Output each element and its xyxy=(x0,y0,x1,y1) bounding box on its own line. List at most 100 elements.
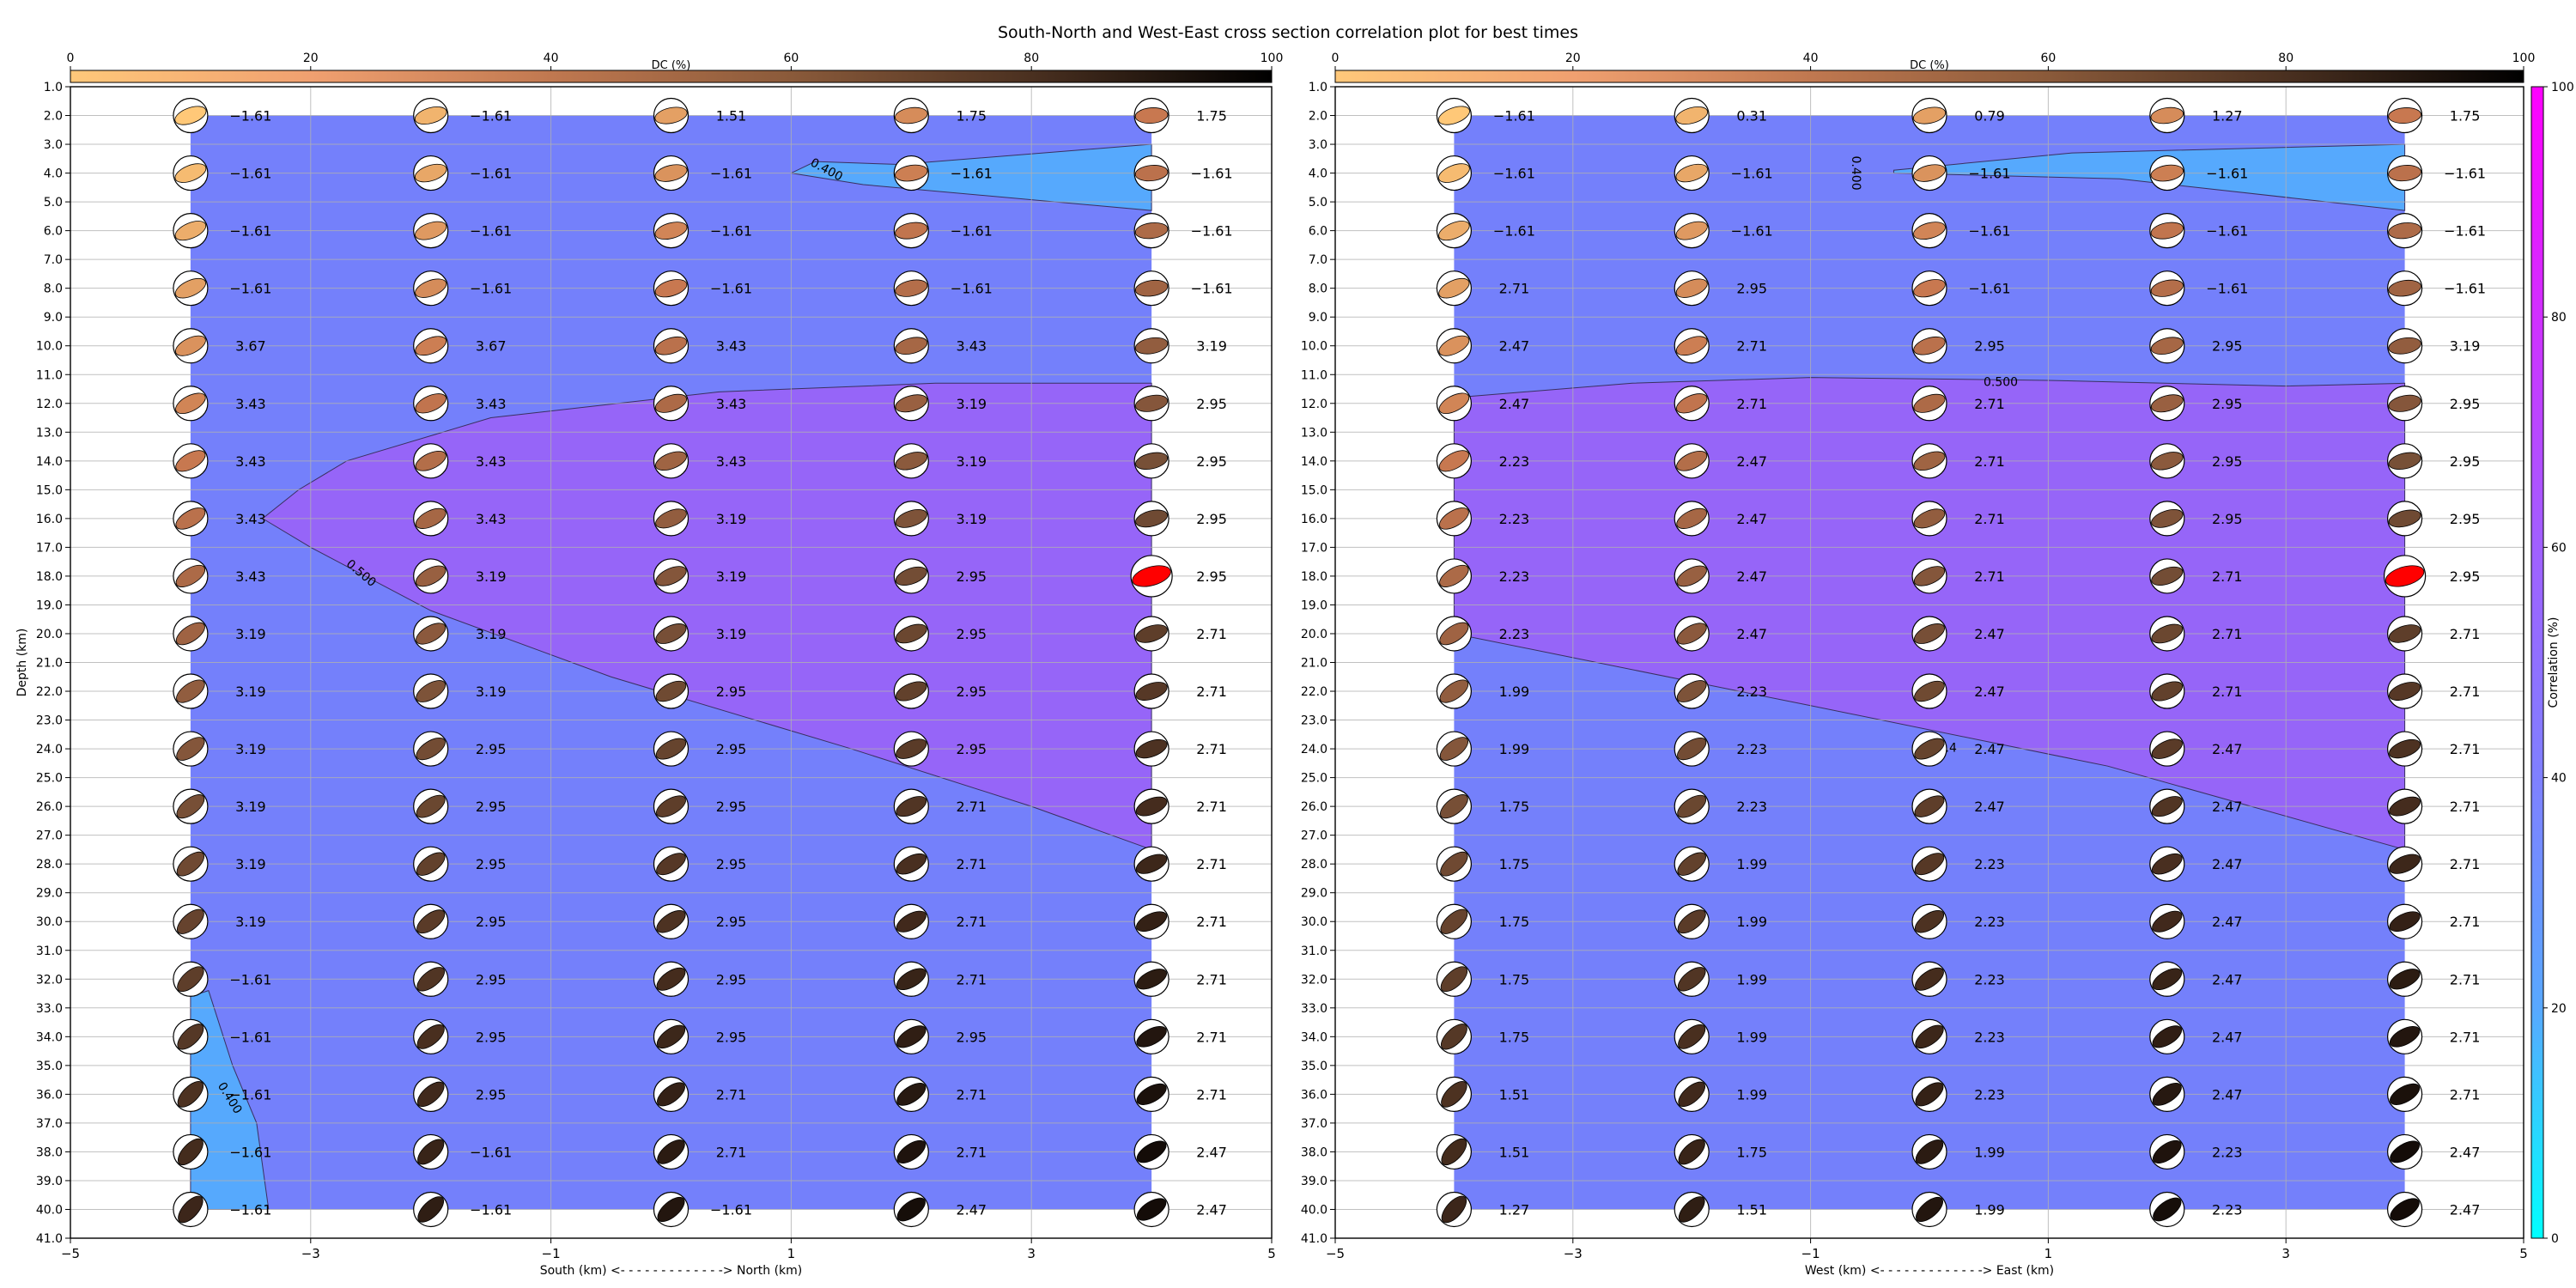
value-label: −1.61 xyxy=(1493,223,1535,240)
value-label: −1.61 xyxy=(1191,223,1233,240)
beachball xyxy=(1674,1018,1710,1054)
beachball-nodal-fill xyxy=(656,795,686,817)
beachball xyxy=(1130,555,1173,598)
correlation-colorbar xyxy=(2530,86,2544,1239)
beachball xyxy=(2387,788,2423,824)
y-tick-label: 8.0 xyxy=(44,283,63,296)
value-label: 2.95 xyxy=(2450,568,2481,585)
x-tick-label: 5 xyxy=(1267,1246,1276,1261)
y-tick-label: 3.0 xyxy=(44,138,63,152)
beachball-nodal-fill xyxy=(416,909,446,934)
beachball-nodal-fill xyxy=(1913,279,1946,298)
value-label: 2.95 xyxy=(2450,453,2481,470)
value-label: 2.95 xyxy=(2450,511,2481,527)
value-label: 2.95 xyxy=(1196,568,1227,585)
beachball-nodal-fill xyxy=(1134,165,1169,182)
value-label: 2.71 xyxy=(1974,511,2005,527)
value-label: −1.61 xyxy=(229,281,271,297)
beachball-nodal-fill xyxy=(2388,279,2421,297)
beachball xyxy=(893,1191,929,1228)
beachball-nodal-fill xyxy=(896,681,927,702)
value-label: 3.19 xyxy=(716,568,747,585)
beachball xyxy=(173,501,209,537)
y-tick-label: 37.0 xyxy=(36,1117,63,1131)
beachball-nodal-fill xyxy=(1914,680,1945,702)
beachball-nodal-fill xyxy=(1136,1140,1167,1163)
y-tick-label: 7.0 xyxy=(44,253,63,267)
beachball-nodal-fill xyxy=(1134,279,1169,297)
beachball-nodal-fill xyxy=(654,336,688,355)
beachball xyxy=(1133,731,1170,767)
beachball-nodal-fill xyxy=(1675,221,1708,240)
y-tick-label: 35.0 xyxy=(36,1060,63,1073)
beachball xyxy=(893,558,929,594)
x-tick-label: −3 xyxy=(301,1246,320,1261)
value-label: 2.47 xyxy=(1736,453,1767,470)
beachball-nodal-fill xyxy=(1440,1024,1467,1050)
beachball-nodal-fill xyxy=(895,106,928,125)
beachball-nodal-fill xyxy=(896,1083,927,1106)
beachball-nodal-fill xyxy=(1135,452,1169,470)
beachball-nodal-fill xyxy=(176,794,205,819)
y-tick-label: 18.0 xyxy=(1301,570,1327,584)
beachball-nodal-fill xyxy=(1675,106,1709,125)
beachball xyxy=(1674,1076,1710,1112)
y-tick-label: 17.0 xyxy=(36,541,63,555)
x-tick-label: −5 xyxy=(61,1246,80,1261)
beachball xyxy=(1436,846,1473,882)
beachball-nodal-fill xyxy=(2390,1198,2420,1221)
beachball xyxy=(173,213,209,249)
y-tick-label: 17.0 xyxy=(1301,541,1327,555)
beachball-nodal-fill xyxy=(1914,910,1945,933)
value-label: 2.71 xyxy=(956,914,987,930)
value-label: −1.61 xyxy=(710,223,752,240)
beachball-nodal-fill xyxy=(657,1139,685,1164)
value-label: 3.43 xyxy=(235,568,266,585)
value-label: 2.71 xyxy=(1974,453,2005,470)
beachball-nodal-fill xyxy=(1439,737,1468,761)
beachball xyxy=(2387,501,2423,537)
beachball xyxy=(173,328,209,364)
beachball xyxy=(173,616,209,652)
value-label: 3.19 xyxy=(235,914,266,930)
value-label: 2.71 xyxy=(2212,626,2243,642)
beachball-nodal-fill xyxy=(174,106,207,125)
beachball-nodal-fill xyxy=(1135,738,1168,759)
y-tick-label: 11.0 xyxy=(1301,368,1327,382)
value-label: 2.95 xyxy=(2212,338,2243,355)
beachball xyxy=(1133,903,1170,939)
beachball-nodal-fill xyxy=(896,738,927,759)
value-label: 2.23 xyxy=(1974,971,2005,987)
correlation-colorbar-tick-label: 0 xyxy=(2551,1232,2559,1246)
value-label: 2.71 xyxy=(2450,626,2481,642)
value-label: 2.71 xyxy=(1196,799,1227,815)
beachball-nodal-fill xyxy=(2150,222,2184,240)
beachball-nodal-fill xyxy=(2388,165,2421,182)
beachball-nodal-fill xyxy=(1438,277,1470,299)
beachball xyxy=(1133,443,1170,479)
beachball xyxy=(1911,616,1947,652)
beachball xyxy=(2387,155,2423,191)
beachball xyxy=(173,386,209,422)
value-label: 1.99 xyxy=(1974,1201,2005,1218)
beachball-nodal-fill xyxy=(2388,107,2421,125)
y-tick-label: 20.0 xyxy=(36,628,63,641)
beachball xyxy=(653,903,690,939)
y-tick-label: 22.0 xyxy=(36,685,63,699)
beachball-nodal-fill xyxy=(177,1081,204,1108)
beachball-nodal-fill xyxy=(174,221,207,241)
beachball xyxy=(1674,616,1710,652)
beachball-nodal-fill xyxy=(2150,106,2184,125)
beachball xyxy=(1436,386,1473,422)
beachball xyxy=(1674,961,1710,997)
beachball xyxy=(2149,788,2185,824)
value-label: 2.95 xyxy=(716,856,747,872)
beachball-nodal-fill xyxy=(657,1196,685,1222)
beachball xyxy=(1911,903,1947,939)
dc-colorbar-tick-label: 100 xyxy=(1261,52,1284,65)
value-label: 3.19 xyxy=(235,799,266,815)
beachball-nodal-fill xyxy=(1676,450,1708,471)
beachball xyxy=(653,616,690,652)
beachball-nodal-fill xyxy=(2153,1197,2182,1222)
beachball-nodal-fill xyxy=(416,1081,445,1108)
